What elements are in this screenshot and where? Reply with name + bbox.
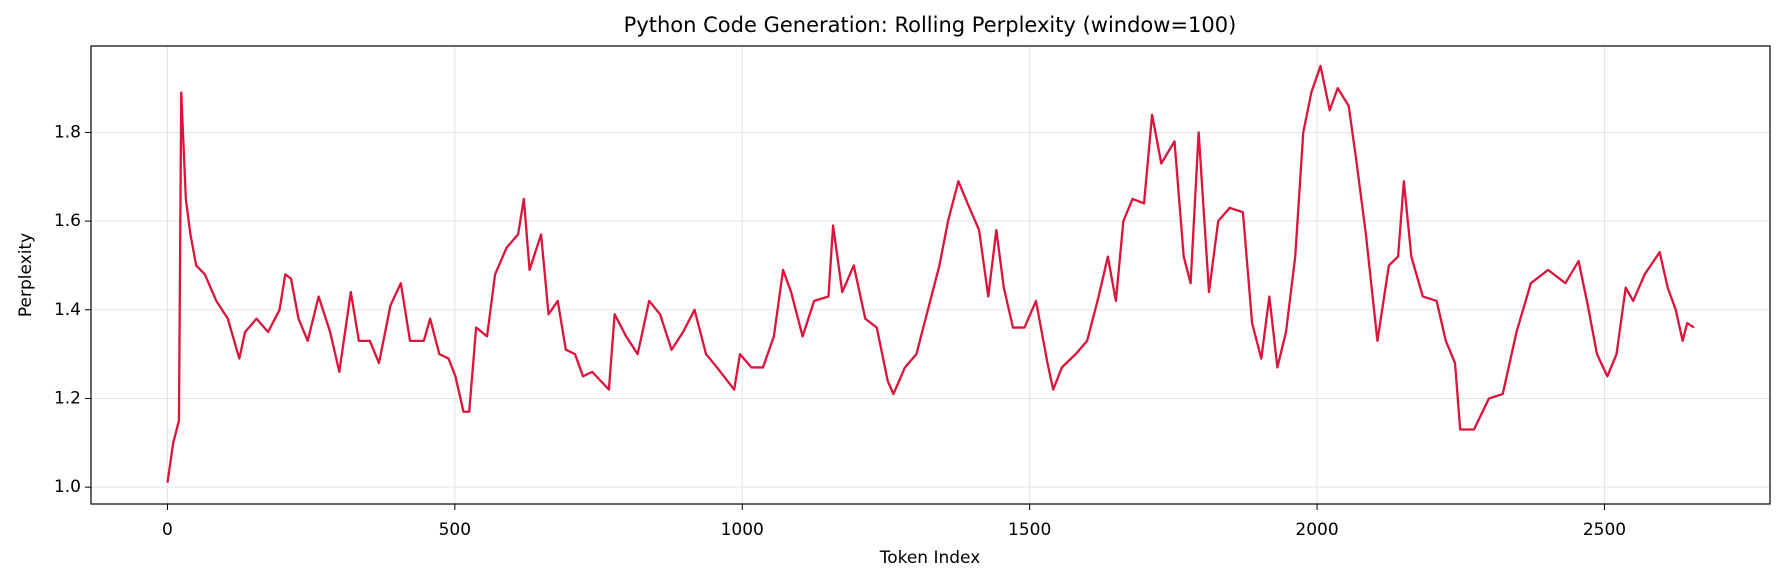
x-tick-label: 500 xyxy=(439,520,471,540)
x-tick-label: 0 xyxy=(162,520,173,540)
y-tick-label: 1.4 xyxy=(54,300,81,320)
x-tick-label: 2500 xyxy=(1583,520,1626,540)
x-axis-label: Token Index xyxy=(879,548,981,568)
plot-frame xyxy=(90,45,1771,505)
x-tick-label: 1000 xyxy=(721,520,764,540)
y-tick-label: 1.0 xyxy=(54,477,81,497)
y-axis-label: Perplexity xyxy=(16,233,36,317)
line xyxy=(166,64,1695,483)
y-tick-label: 1.8 xyxy=(54,122,81,142)
x-tick-label: 2000 xyxy=(1295,520,1338,540)
y-tick-label: 1.6 xyxy=(54,211,81,231)
y-tick-label: 1.2 xyxy=(54,388,81,408)
x-tick-label: 1500 xyxy=(1008,520,1051,540)
chart-title: Python Code Generation: Rolling Perplexi… xyxy=(624,13,1237,37)
